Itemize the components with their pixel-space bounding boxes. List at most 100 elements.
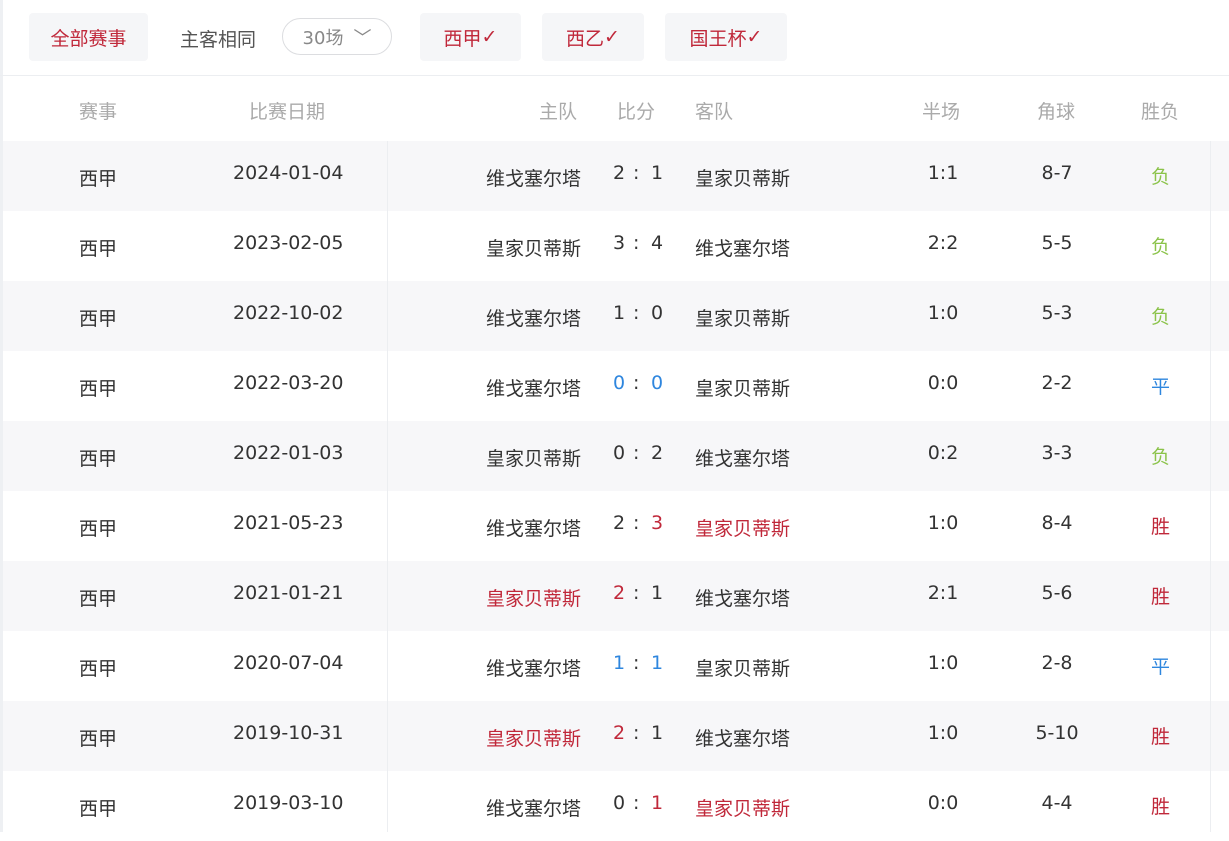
result-cell: 负 [1151,446,1171,468]
home-team[interactable]: 皇家贝蒂斯 [485,728,581,750]
home-score: 0 [613,792,626,814]
corner-cell: 2-8 [1041,652,1073,674]
half-score: 2:1 [927,582,959,604]
filter-bar: 全部赛事 主客相同 30场 ﹀ 西甲 ✓ 西乙 ✓ 国王杯 ✓ [0,0,1229,76]
corner-cell: 5-3 [1041,302,1073,324]
date-cell: 2024-01-04 [233,162,344,184]
filter-segunda[interactable]: 西乙 ✓ [542,13,644,61]
header-away: 客队 [695,101,734,123]
filter-label: 国王杯 [689,27,747,50]
filter-copa[interactable]: 国王杯 ✓ [665,13,787,61]
away-team[interactable]: 皇家贝蒂斯 [695,518,791,540]
league-cell: 西甲 [79,378,118,400]
score-separator: : [633,512,640,534]
half-score: 0:2 [927,442,959,464]
away-team[interactable]: 皇家贝蒂斯 [695,658,791,680]
league-cell: 西甲 [79,448,118,470]
header-corner: 角球 [1037,101,1076,123]
table-row[interactable]: 西甲 2022-03-20 维戈塞尔塔 0 : 0 皇家贝蒂斯 0:0 2-2 … [3,351,1229,421]
league-cell: 西甲 [79,658,118,680]
away-score: 1 [651,792,664,814]
score-separator: : [633,792,640,814]
away-team[interactable]: 皇家贝蒂斯 [695,308,791,330]
date-cell: 2019-03-10 [233,792,344,814]
away-score: 1 [651,582,664,604]
half-score: 1:1 [927,162,959,184]
away-team[interactable]: 皇家贝蒂斯 [695,378,791,400]
home-team[interactable]: 维戈塞尔塔 [485,378,581,400]
home-team[interactable]: 维戈塞尔塔 [485,658,581,680]
home-score: 0 [613,442,626,464]
away-score: 1 [651,722,664,744]
score-separator: : [633,162,640,184]
corner-cell: 8-7 [1041,162,1073,184]
away-team[interactable]: 维戈塞尔塔 [695,728,791,750]
home-team[interactable]: 皇家贝蒂斯 [485,588,581,610]
corner-cell: 5-10 [1035,722,1079,744]
away-score: 3 [651,512,664,534]
corner-cell: 5-5 [1041,232,1073,254]
home-team[interactable]: 皇家贝蒂斯 [485,238,581,260]
table-row[interactable]: 西甲 2022-10-02 维戈塞尔塔 1 : 0 皇家贝蒂斯 1:0 5-3 … [3,281,1229,351]
home-score: 2 [613,582,626,604]
header-score: 比分 [617,101,656,123]
away-team[interactable]: 皇家贝蒂斯 [695,168,791,190]
match-count-select[interactable]: 30场 ﹀ [282,18,392,55]
filter-label: 西甲 [443,27,482,50]
score-separator: : [633,722,640,744]
table-row[interactable]: 西甲 2022-01-03 皇家贝蒂斯 0 : 2 维戈塞尔塔 0:2 3-3 … [3,421,1229,491]
away-team[interactable]: 皇家贝蒂斯 [695,798,791,820]
table-row[interactable]: 西甲 2021-05-23 维戈塞尔塔 2 : 3 皇家贝蒂斯 1:0 8-4 … [3,491,1229,561]
table-row[interactable]: 西甲 2023-02-05 皇家贝蒂斯 3 : 4 维戈塞尔塔 2:2 5-5 … [3,211,1229,281]
home-team[interactable]: 维戈塞尔塔 [485,308,581,330]
table-header: 赛事 比赛日期 主队 比分 客队 半场 角球 胜负 [0,76,1229,141]
table-row[interactable]: 西甲 2021-01-21 皇家贝蒂斯 2 : 1 维戈塞尔塔 2:1 5-6 … [3,561,1229,631]
league-cell: 西甲 [79,238,118,260]
date-cell: 2019-10-31 [233,722,344,744]
filter-laliga[interactable]: 西甲 ✓ [420,13,521,61]
away-score: 1 [651,162,664,184]
league-cell: 西甲 [79,728,118,750]
result-cell: 负 [1151,236,1171,258]
result-cell: 胜 [1151,516,1171,538]
home-team[interactable]: 维戈塞尔塔 [485,518,581,540]
match-count-value: 30场 [302,27,344,49]
league-cell: 西甲 [79,588,118,610]
away-team[interactable]: 维戈塞尔塔 [695,448,791,470]
score-separator: : [633,442,640,464]
result-cell: 胜 [1151,726,1171,748]
home-score: 2 [613,722,626,744]
table-row[interactable]: 西甲 2019-03-10 维戈塞尔塔 0 : 1 皇家贝蒂斯 0:0 4-4 … [3,771,1229,841]
half-score: 0:0 [927,792,959,814]
table-row[interactable]: 西甲 2024-01-04 维戈塞尔塔 2 : 1 皇家贝蒂斯 1:1 8-7 … [3,141,1229,211]
header-home: 主队 [539,101,578,123]
away-score: 0 [651,372,664,394]
header-result: 胜负 [1141,101,1180,123]
away-team[interactable]: 维戈塞尔塔 [695,238,791,260]
home-score: 3 [613,232,626,254]
table-row[interactable]: 西甲 2019-10-31 皇家贝蒂斯 2 : 1 维戈塞尔塔 1:0 5-10… [3,701,1229,771]
away-team[interactable]: 维戈塞尔塔 [695,588,791,610]
corner-cell: 3-3 [1041,442,1073,464]
home-team[interactable]: 维戈塞尔塔 [485,798,581,820]
date-cell: 2021-05-23 [233,512,344,534]
column-divider [387,141,388,832]
table-row[interactable]: 西甲 2020-07-04 维戈塞尔塔 1 : 1 皇家贝蒂斯 1:0 2-8 … [3,631,1229,701]
half-score: 0:0 [927,372,959,394]
result-cell: 平 [1151,376,1171,398]
half-score: 1:0 [927,302,959,324]
corner-cell: 8-4 [1041,512,1073,534]
home-team[interactable]: 维戈塞尔塔 [485,168,581,190]
league-cell: 西甲 [79,798,118,820]
away-score: 2 [651,442,664,464]
date-cell: 2021-01-21 [233,582,344,604]
league-cell: 西甲 [79,518,118,540]
half-score: 1:0 [927,512,959,534]
same-home-away-label: 主客相同 [180,29,257,51]
score-separator: : [633,652,640,674]
all-matches-button[interactable]: 全部赛事 [29,13,148,61]
half-score: 2:2 [927,232,959,254]
chevron-down-icon: ﹀ [353,27,372,49]
home-score: 1 [613,652,626,674]
home-team[interactable]: 皇家贝蒂斯 [485,448,581,470]
